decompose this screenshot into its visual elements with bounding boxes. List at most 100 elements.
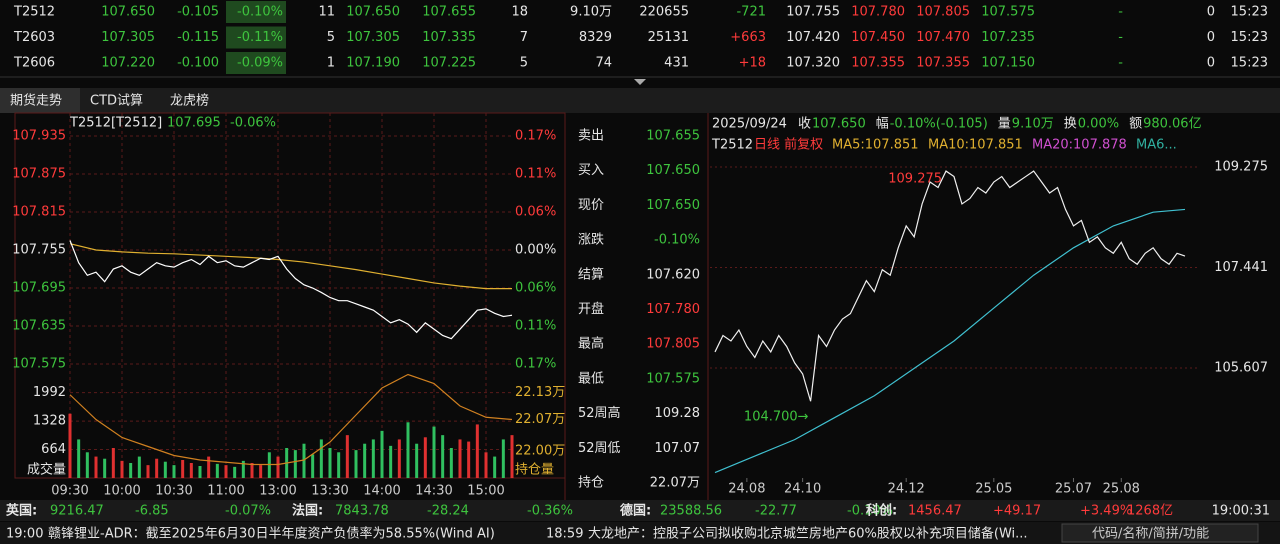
quote-cell: -: [1118, 30, 1123, 45]
collapse-arrow[interactable]: [634, 79, 646, 85]
quote-cell: -0.105: [177, 5, 219, 20]
news-text[interactable]: 大龙地产：控股子公司拟收购北京城竺房地产60%股权以补充项目储备(Wi...: [588, 526, 1028, 542]
quote-value: 107.780: [646, 302, 700, 317]
volume-bar: [207, 456, 211, 478]
volume-bar: [103, 458, 107, 478]
y-tick-label: 107.575: [12, 357, 66, 372]
volume-bar: [363, 443, 367, 478]
ticker-bar: [0, 500, 1280, 521]
volume-bar: [415, 443, 419, 478]
news-time: 19:00: [6, 527, 43, 542]
x-tick-label: 24.10: [784, 482, 821, 497]
quote-cell: 5: [327, 30, 335, 45]
volume-bar: [423, 437, 427, 478]
ticker-item: 23588.56: [660, 504, 722, 519]
volume-bar: [68, 413, 72, 478]
oi-line: [69, 373, 513, 466]
search-placeholder[interactable]: 代码/名称/简拼/功能: [1092, 526, 1209, 542]
quote-cell: 18: [511, 5, 528, 20]
quote-cell: -0.09%: [237, 56, 283, 71]
ticker-item: -28.24: [427, 504, 469, 519]
quote-cell: -0.10%: [237, 5, 283, 20]
x-tick-label: 24.08: [728, 482, 765, 497]
volume-bar: [181, 460, 185, 478]
quote-cell: 107.305: [101, 30, 155, 45]
volume-bar: [77, 439, 81, 478]
ma-long-line: [714, 208, 1186, 474]
search-box[interactable]: [1061, 523, 1259, 543]
quote-cell: 107.190: [346, 56, 400, 71]
clock: 19:00:31: [1212, 504, 1270, 519]
ticker-item: 法国:: [292, 503, 323, 519]
tab[interactable]: 期货走势: [10, 93, 62, 109]
volume-bar: [397, 439, 401, 478]
tab[interactable]: 龙虎榜: [170, 93, 209, 109]
quote-cell: 107.150: [981, 56, 1035, 71]
y-tick-label: 107.441: [1214, 260, 1268, 275]
volume-bar: [85, 452, 89, 478]
volume-bar: [267, 452, 271, 478]
volume-bar: [501, 439, 505, 478]
volume-bar: [241, 460, 245, 478]
quote-value: 107.620: [646, 267, 700, 282]
ticker-item: +3.49%: [1080, 504, 1132, 519]
quote-cell: T2606: [13, 56, 55, 71]
close-line: [714, 170, 1186, 402]
quote-cell: 15:23: [1231, 5, 1268, 20]
y-tick-label: 105.607: [1214, 361, 1268, 376]
quote-cell: 9.10万: [570, 5, 612, 20]
x-tick-label: 25.07: [1055, 482, 1092, 497]
quote-label: 现价: [578, 198, 604, 213]
quote-cell: 107.575: [981, 5, 1035, 20]
ticker-item: 7843.78: [335, 504, 389, 519]
quote-cell: 0: [1207, 56, 1215, 71]
volume-bar: [172, 465, 176, 478]
volume-bar: [215, 463, 219, 478]
volume-bar: [458, 439, 462, 478]
volume-bar: [510, 435, 514, 478]
tab[interactable]: CTD试算: [90, 94, 143, 109]
quote-cell: -: [1118, 5, 1123, 20]
header-label: 2025/09/24: [712, 117, 787, 132]
y-tick-label: 107.635: [12, 319, 66, 334]
news-time: 18:59: [546, 527, 583, 542]
volume-bar: [94, 456, 98, 478]
quote-cell: 107.335: [422, 30, 476, 45]
oi-tick-label: 22.00万: [515, 444, 565, 459]
volume-bar: [120, 460, 124, 478]
quote-cell: 107.780: [851, 5, 905, 20]
legend-item: T2512: [711, 138, 753, 153]
quote-cell: 107.235: [981, 30, 1035, 45]
volume-bar: [146, 465, 150, 478]
quote-cell: 74: [595, 56, 612, 71]
max-annotation: 109.275: [888, 172, 942, 187]
header-value: 107.650: [812, 117, 866, 132]
quote-cell: -0.11%: [237, 30, 283, 45]
ticker-item: -22.77: [755, 504, 797, 519]
volume-bar: [189, 463, 193, 478]
pct-bg: [226, 1, 286, 23]
volume-bar: [129, 463, 133, 478]
volume-bar: [475, 424, 479, 478]
quote-cell: 11: [318, 5, 335, 20]
active-tab: [0, 88, 80, 113]
x-tick-label: 10:00: [103, 484, 140, 499]
y-tick-label: 107.695: [12, 281, 66, 296]
news-text[interactable]: 赣锋锂业-ADR：截至2025年6月30日半年度资产负债率为58.55%(Win…: [48, 526, 495, 542]
quote-cell: T2512: [13, 5, 55, 20]
volume-bar: [328, 448, 332, 478]
quote-cell: 15:23: [1231, 56, 1268, 71]
intraday-title: T2512[T2512]: [69, 116, 162, 131]
header-value: -0.10%(-0.105): [890, 117, 988, 132]
quote-cell: 0: [1207, 5, 1215, 20]
quote-label: 开盘: [578, 301, 604, 317]
tab-bar: [0, 88, 1280, 113]
quote-cell: 431: [664, 56, 689, 71]
quote-label: 卖出: [578, 129, 604, 144]
volume-bar: [311, 454, 315, 478]
ticker-item: -0.10%: [847, 504, 893, 519]
quote-cell: 107.450: [851, 30, 905, 45]
volume-bar: [432, 426, 436, 478]
y-tick-label: 107.815: [12, 205, 66, 220]
